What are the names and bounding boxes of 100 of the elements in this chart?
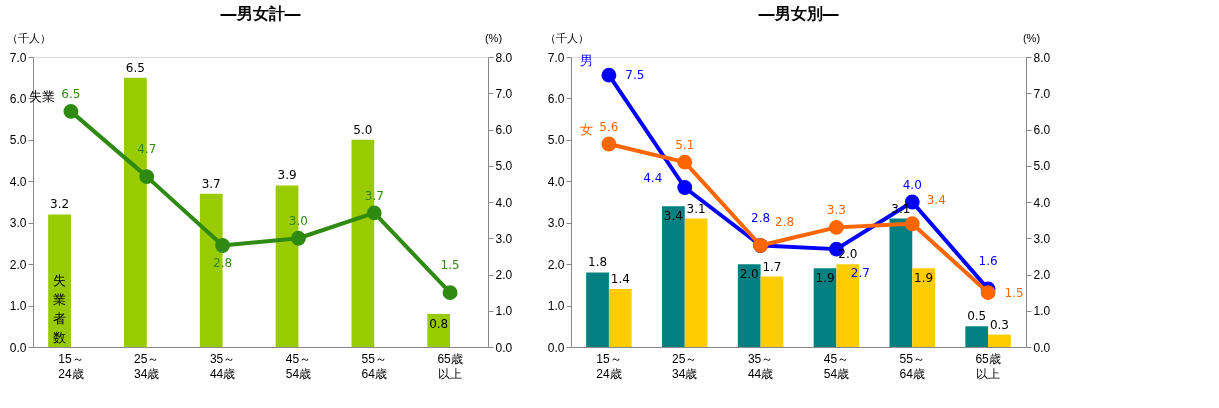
x-tick-label: 15～24歳	[596, 351, 622, 381]
point	[366, 205, 382, 221]
x-tick-label: 55～64歳	[361, 351, 387, 381]
y-tick-label: 7.0	[9, 50, 27, 65]
data-label: 1.9	[815, 271, 835, 286]
y2-tick-label: 8.0	[495, 50, 513, 65]
data-label: 6.5	[125, 60, 145, 75]
bar	[912, 268, 935, 347]
y-tick-label: 6.0	[9, 91, 27, 106]
y2-tick-label: 1.0	[495, 304, 513, 319]
y-tick-label: 5.0	[547, 133, 565, 148]
series-label: 男	[579, 53, 593, 69]
data-label: 2.8	[751, 210, 771, 225]
data-label: 0.5	[967, 309, 987, 324]
data-label: 5.1	[675, 138, 695, 153]
data-label: 3.7	[364, 188, 384, 203]
y2-axis-title: (%)	[484, 31, 503, 44]
y2-axis-title: (%)	[1022, 31, 1041, 44]
x-tick-label: 65歳以上	[437, 351, 463, 381]
data-label: 1.6	[978, 254, 998, 268]
data-label: 3.2	[49, 197, 70, 212]
point	[139, 169, 155, 185]
data-label: 0.3	[989, 317, 1010, 332]
y-tick-label: 6.0	[547, 91, 565, 106]
y-tick-label: 7.0	[547, 50, 565, 65]
bar	[608, 289, 632, 347]
data-label: 3.4	[663, 209, 683, 224]
bar	[737, 264, 761, 347]
point	[677, 154, 693, 170]
y2-tick-label: 0.0	[495, 340, 513, 355]
data-label: 1.5	[440, 257, 460, 272]
y2-tick-label: 7.0	[1033, 86, 1051, 101]
y-tick-label: 0.0	[9, 340, 27, 355]
data-label: 4.0	[902, 178, 922, 192]
point	[601, 136, 617, 152]
bar	[813, 268, 837, 347]
y-tick-label: 5.0	[9, 133, 27, 148]
bar	[684, 218, 708, 347]
data-label: 1.4	[610, 272, 630, 286]
point	[980, 285, 996, 301]
data-label: 1.7	[762, 259, 782, 274]
y2-tick-label: 5.0	[1033, 159, 1051, 174]
y-axis-title: （千人）	[544, 31, 589, 44]
y2-tick-label: 6.0	[495, 123, 513, 137]
point	[63, 103, 79, 119]
chart-title: ―男女別―	[758, 4, 839, 23]
y-tick-label: 2.0	[547, 257, 565, 272]
data-label: 3.3	[826, 203, 846, 218]
data-label: 0.8	[429, 316, 449, 331]
point	[215, 238, 230, 253]
data-label: 6.5	[61, 87, 81, 102]
data-label: 4.4	[643, 170, 663, 185]
data-label: 3.9	[277, 168, 297, 183]
y2-tick-label: 4.0	[495, 195, 513, 210]
point	[829, 219, 844, 235]
data-label: 5.0	[353, 122, 373, 137]
data-label: 3.4	[926, 192, 946, 207]
y2-tick-label: 6.0	[1033, 123, 1051, 137]
point	[904, 216, 920, 232]
data-label: 2.0	[739, 267, 759, 282]
y-tick-label: 2.0	[9, 257, 27, 272]
x-tick-label: 35～44歳	[209, 351, 236, 381]
series-label: 女	[579, 122, 593, 137]
y2-tick-label: 2.0	[1033, 268, 1051, 282]
bar	[760, 276, 784, 347]
x-tick-label: 25～34歳	[672, 351, 698, 381]
data-label: 1.5	[1004, 285, 1024, 300]
x-tick-label: 45～54歳	[285, 351, 312, 381]
chart-title: ―男女計―	[220, 4, 301, 23]
data-label: 1.8	[587, 255, 608, 270]
y-tick-label: 4.0	[547, 174, 565, 189]
data-label: 7.5	[625, 68, 645, 83]
data-label: 2.8	[775, 214, 795, 229]
bar	[662, 206, 685, 347]
x-tick-label: 35～44歳	[747, 351, 774, 381]
y-tick-label: 1.0	[547, 299, 565, 314]
y-tick-label: 3.0	[9, 216, 27, 231]
y-tick-label: 0.0	[547, 340, 565, 355]
y2-tick-label: 5.0	[495, 159, 513, 174]
bar	[889, 218, 913, 347]
bar	[965, 326, 989, 347]
series-label: 失業	[28, 89, 55, 105]
y2-tick-label: 1.0	[1033, 304, 1051, 319]
point	[291, 230, 306, 246]
x-tick-label: 45～54歳	[823, 351, 850, 381]
point	[442, 285, 458, 301]
y2-tick-label: 0.0	[1033, 340, 1051, 355]
y2-tick-label: 8.0	[1033, 50, 1051, 65]
y2-tick-label: 2.0	[495, 268, 513, 282]
x-tick-label: 25～34歳	[134, 351, 160, 381]
data-label: 3.7	[201, 176, 221, 191]
y-tick-label: 4.0	[9, 174, 27, 189]
point	[601, 67, 617, 83]
y2-tick-label: 3.0	[1033, 231, 1051, 246]
data-label: 5.6	[599, 120, 619, 134]
x-tick-label: 55～64歳	[899, 351, 925, 381]
bar	[988, 334, 1011, 347]
point	[677, 180, 693, 195]
bar	[586, 272, 609, 347]
y2-tick-label: 7.0	[495, 86, 513, 101]
